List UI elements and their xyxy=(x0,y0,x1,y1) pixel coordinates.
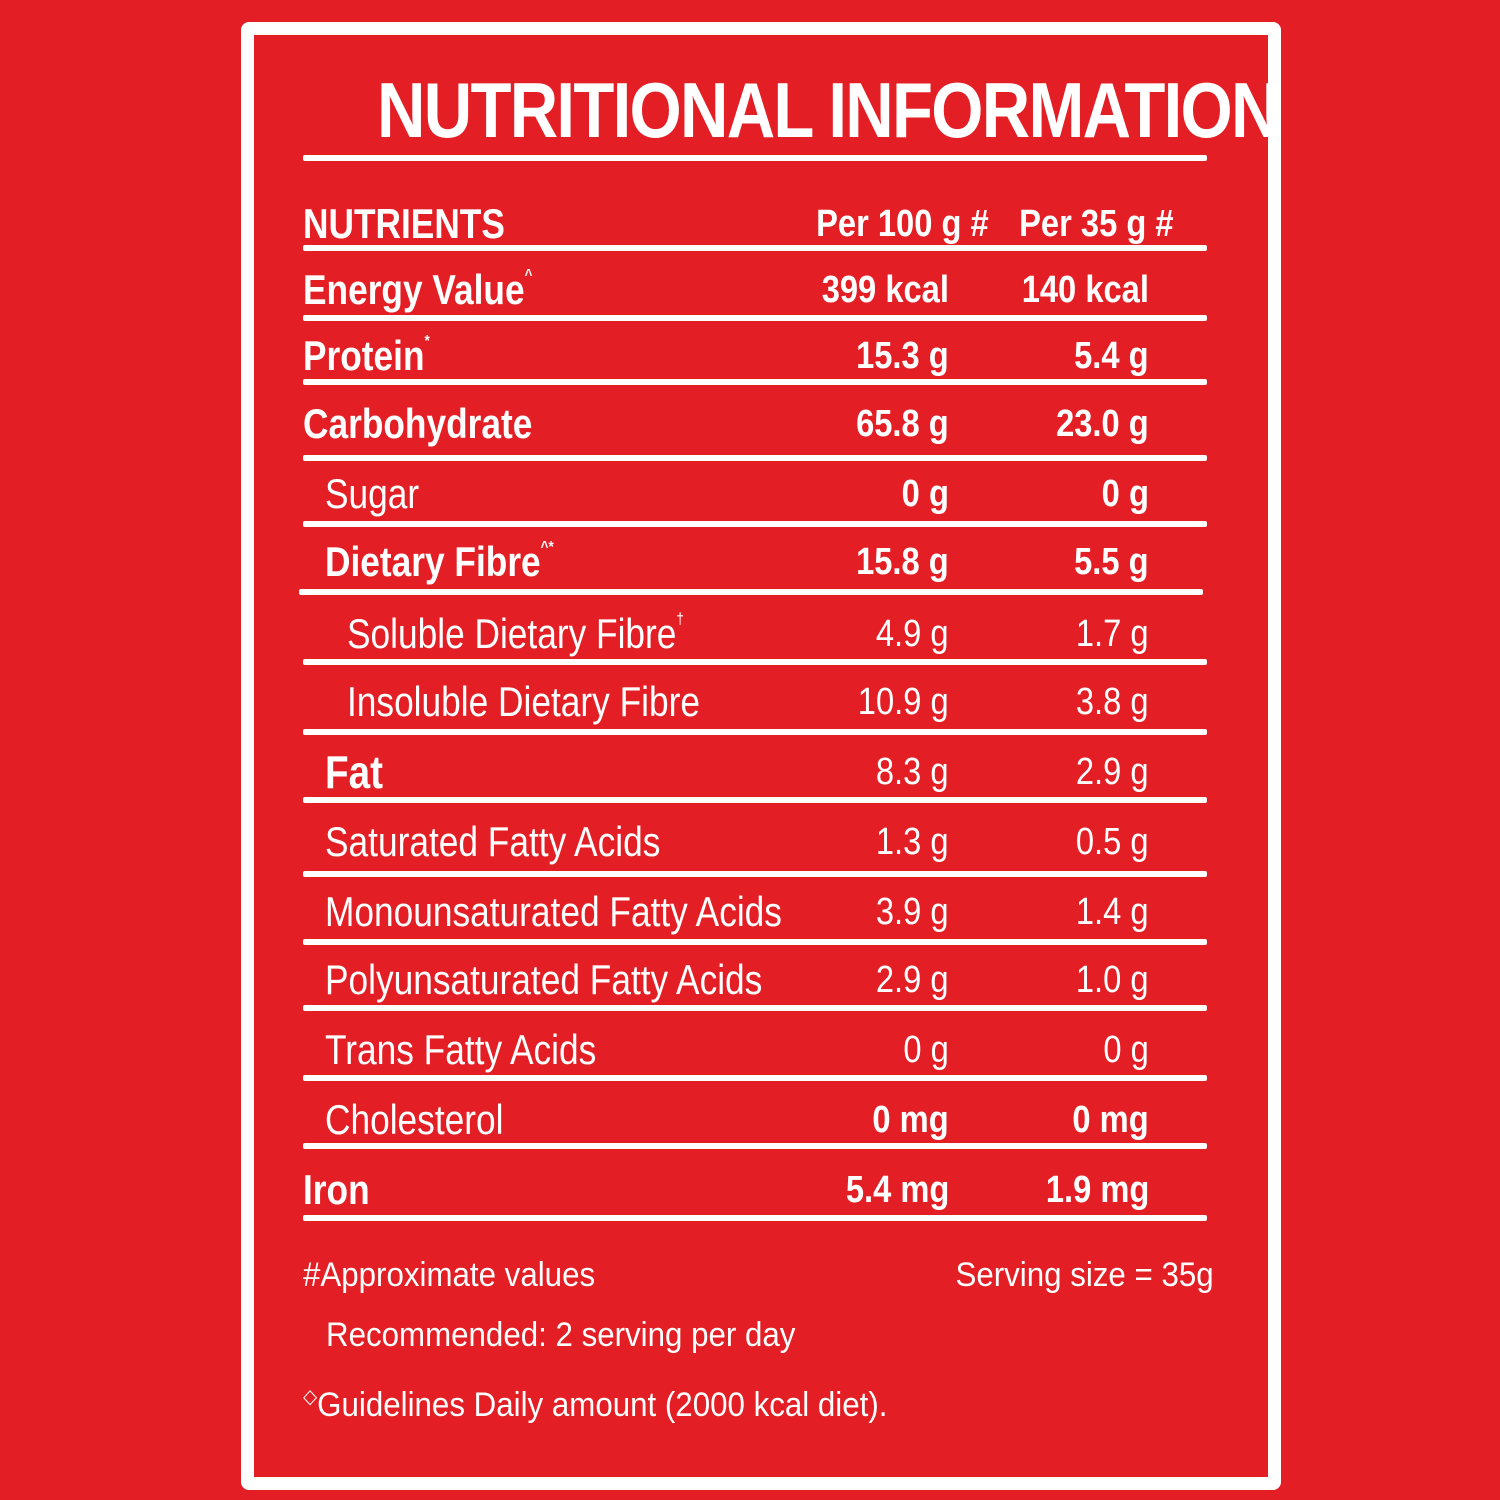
row-divider xyxy=(303,1143,1207,1149)
nutrient-label: Insoluble Dietary Fibre xyxy=(347,678,700,725)
value-per-35g: 0 g xyxy=(1103,1029,1149,1071)
value-per-100g: 1.3 g xyxy=(876,821,949,863)
value-per-35g: 1.4 g xyxy=(1076,891,1149,933)
value-per-35g: 0.5 g xyxy=(1076,821,1149,863)
value-per-35g: 140 kcal xyxy=(1021,269,1149,311)
value-per-100g: 15.8 g xyxy=(856,541,949,583)
nutrient-name: Dietary Fibre xyxy=(325,538,541,585)
nutrient-label: Carbohydrate xyxy=(303,400,533,447)
value-per-35g: 2.9 g xyxy=(1076,751,1149,793)
nutrition-panel: NUTRITIONAL INFORMATION NUTRIENTS Per 10… xyxy=(241,22,1281,1490)
nutrient-label: Sugar xyxy=(325,470,420,517)
value-per-100g: 8.3 g xyxy=(876,751,949,793)
serving-size-note: Serving size = 35g xyxy=(955,1256,1214,1294)
value-per-35g: 0 mg xyxy=(1072,1099,1149,1141)
row-divider xyxy=(303,455,1207,461)
nutrient-label: Iron xyxy=(303,1166,370,1213)
table-bottom-rule xyxy=(303,1215,1207,1221)
table-row: Polyunsaturated Fatty Acids 2.9 g 1.0 g xyxy=(303,947,1207,1013)
value-per-100g: 0 g xyxy=(903,1029,949,1071)
table-row: Insoluble Dietary Fibre 10.9 g 3.8 g xyxy=(303,669,1207,735)
row-divider xyxy=(299,589,1203,595)
value-per-35g: 0 g xyxy=(1101,473,1149,515)
value-per-100g: 0 g xyxy=(901,473,949,515)
row-divider xyxy=(303,939,1207,945)
guidelines-text: Guidelines Daily amount (2000 kcal diet)… xyxy=(317,1386,888,1424)
nutrient-name: Soluble Dietary Fibre xyxy=(347,610,677,657)
value-per-35g: 23.0 g xyxy=(1056,403,1149,445)
value-per-35g: 1.0 g xyxy=(1076,959,1149,1001)
row-divider xyxy=(303,1005,1207,1011)
value-per-100g: 5.4 mg xyxy=(845,1169,949,1211)
table-row: Energy Value^ 399 kcal 140 kcal xyxy=(303,257,1207,323)
value-per-35g: 3.8 g xyxy=(1076,681,1149,723)
footnote-mark: * xyxy=(424,333,430,350)
row-divider xyxy=(303,315,1207,321)
nutrient-label: Energy Value^ xyxy=(303,257,532,323)
header-per-35g: Per 35 g # xyxy=(1019,203,1174,245)
row-divider xyxy=(303,1075,1207,1081)
guidelines-note: ◇Guidelines Daily amount (2000 kcal diet… xyxy=(303,1383,887,1427)
table-row: Fat 8.3 g 2.9 g xyxy=(303,739,1207,805)
table-row: Sugar 0 g 0 g xyxy=(303,461,1207,527)
value-per-100g: 65.8 g xyxy=(856,403,949,445)
table-row: Protein* 15.3 g 5.4 g xyxy=(303,323,1207,389)
value-per-100g: 2.9 g xyxy=(876,959,949,1001)
recommended-note: Recommended: 2 serving per day xyxy=(326,1316,796,1354)
nutrient-label: Dietary Fibre^* xyxy=(325,529,554,595)
nutrient-label: Saturated Fatty Acids xyxy=(325,818,661,865)
footnote-mark: ^ xyxy=(524,267,533,284)
approximate-values-note: #Approximate values xyxy=(303,1256,596,1294)
nutrient-label: Polyunsaturated Fatty Acids xyxy=(325,956,763,1003)
footnote-mark: † xyxy=(676,611,684,628)
value-per-35g: 1.9 mg xyxy=(1045,1169,1149,1211)
table-row: Carbohydrate 65.8 g 23.0 g xyxy=(303,391,1207,457)
value-per-100g: 15.3 g xyxy=(856,335,949,377)
table-row: Iron 5.4 mg 1.9 mg xyxy=(303,1157,1207,1223)
panel-title: NUTRITIONAL INFORMATION xyxy=(377,66,1279,154)
value-per-100g: 0 mg xyxy=(872,1099,949,1141)
row-divider xyxy=(303,245,1207,251)
title-rule xyxy=(303,155,1207,161)
value-per-35g: 5.4 g xyxy=(1074,335,1149,377)
table-row: Cholesterol 0 mg 0 mg xyxy=(303,1087,1207,1153)
row-divider xyxy=(303,871,1207,877)
value-per-35g: 1.7 g xyxy=(1076,613,1149,655)
nutrient-name: Protein xyxy=(303,332,425,379)
table-row: Trans Fatty Acids 0 g 0 g xyxy=(303,1017,1207,1083)
row-divider xyxy=(303,379,1207,385)
value-per-35g: 5.5 g xyxy=(1074,541,1149,583)
row-divider xyxy=(303,729,1207,735)
header-row: NUTRIENTS Per 100 g # Per 35 g # xyxy=(303,191,1207,257)
header-per-100g: Per 100 g # xyxy=(816,203,989,245)
nutrient-label: Soluble Dietary Fibre† xyxy=(347,601,684,667)
footnote-mark: ^* xyxy=(540,539,554,556)
nutrient-name: Energy Value xyxy=(303,266,525,313)
nutrient-label: Monounsaturated Fatty Acids xyxy=(325,888,782,935)
nutrient-label: Fat xyxy=(325,746,383,798)
table-row: Dietary Fibre^* 15.8 g 5.5 g xyxy=(303,529,1207,595)
value-per-100g: 10.9 g xyxy=(858,681,949,723)
value-per-100g: 4.9 g xyxy=(876,613,949,655)
table-row: Monounsaturated Fatty Acids 3.9 g 1.4 g xyxy=(303,879,1207,945)
nutrient-label: Trans Fatty Acids xyxy=(325,1026,597,1073)
value-per-100g: 399 kcal xyxy=(821,269,949,311)
diamond-icon: ◇ xyxy=(303,1386,318,1408)
row-divider xyxy=(303,521,1207,527)
nutrient-label: Protein* xyxy=(303,323,430,389)
table-row: Soluble Dietary Fibre† 4.9 g 1.7 g xyxy=(303,601,1207,667)
header-nutrients: NUTRIENTS xyxy=(303,200,505,247)
table-row: Saturated Fatty Acids 1.3 g 0.5 g xyxy=(303,809,1207,875)
nutrient-label: Cholesterol xyxy=(325,1096,504,1143)
row-divider xyxy=(303,659,1207,665)
row-divider xyxy=(303,797,1207,803)
value-per-100g: 3.9 g xyxy=(876,891,949,933)
